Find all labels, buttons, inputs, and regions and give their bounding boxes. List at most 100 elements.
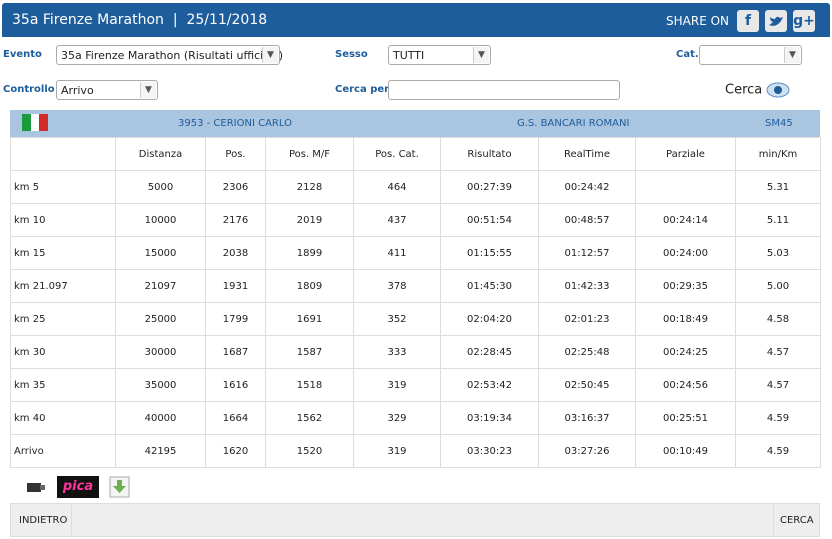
twitter-bird xyxy=(769,16,783,26)
split-cell: 1799 xyxy=(205,302,266,336)
split-cell: 1620 xyxy=(205,434,266,468)
split-cell: 40000 xyxy=(115,401,206,435)
split-cell: 03:19:34 xyxy=(440,401,539,435)
split-cell: 01:12:57 xyxy=(538,236,636,270)
split-cell: 1691 xyxy=(265,302,354,336)
cerca-button[interactable]: Cerca xyxy=(725,82,790,98)
split-cell: 1587 xyxy=(265,335,354,369)
splits-table: Distanza Pos. Pos. M/F Pos. Cat. Risultato Re… xyxy=(10,137,821,468)
split-cell: 1518 xyxy=(265,368,354,402)
twitter-icon[interactable] xyxy=(765,10,787,32)
split-cell: 1562 xyxy=(265,401,354,435)
split-cell: 30000 xyxy=(115,335,206,369)
event-date: 25/11/2018 xyxy=(186,12,268,28)
split-cell: 5.31 xyxy=(735,170,821,204)
split-cell: 4.57 xyxy=(735,335,821,369)
split-label: km 21.097 xyxy=(10,269,116,303)
split-cell: 02:01:23 xyxy=(538,302,636,336)
header-cell: Pos. Cat. xyxy=(353,137,441,171)
facebook-icon[interactable]: f xyxy=(737,10,759,32)
split-cell: 00:29:35 xyxy=(635,269,736,303)
header-cell: Pos. M/F xyxy=(265,137,354,171)
split-cell: 1520 xyxy=(265,434,354,468)
evento-label: Evento xyxy=(3,49,42,60)
split-cell: 1664 xyxy=(205,401,266,435)
cerca-per-input[interactable] xyxy=(388,80,620,100)
split-cell: 329 xyxy=(353,401,441,435)
download-icon[interactable] xyxy=(109,476,131,498)
split-label: km 10 xyxy=(10,203,116,237)
split-cell: 00:24:42 xyxy=(538,170,636,204)
cat-select[interactable]: ▼ xyxy=(699,45,802,65)
split-row: km 35 35000 1616 1518 319 02:53:42 02:50:45 00:… xyxy=(10,368,821,402)
split-cell: 15000 xyxy=(115,236,206,270)
split-label: km 25 xyxy=(10,302,116,336)
split-cell: 02:28:45 xyxy=(440,335,539,369)
share-label: SHARE ON xyxy=(666,14,730,28)
split-cell: 2038 xyxy=(205,236,266,270)
split-cell: 21097 xyxy=(115,269,206,303)
split-cell: 01:42:33 xyxy=(538,269,636,303)
sesso-select[interactable]: TUTTI ▼ xyxy=(388,45,491,65)
split-cell: 437 xyxy=(353,203,441,237)
split-label: km 5 xyxy=(10,170,116,204)
split-cell: 00:10:49 xyxy=(635,434,736,468)
controllo-select[interactable]: Arrivo ▼ xyxy=(56,80,158,100)
split-cell: 03:27:26 xyxy=(538,434,636,468)
pica-logo[interactable]: pica xyxy=(57,476,99,498)
split-cell: 02:53:42 xyxy=(440,368,539,402)
split-cell: 352 xyxy=(353,302,441,336)
table-body: km 5 5000 2306 2128 464 00:27:39 00:24:42 5.31 k… xyxy=(10,170,821,468)
split-cell: 2019 xyxy=(265,203,354,237)
split-cell: 01:45:30 xyxy=(440,269,539,303)
split-cell: 2128 xyxy=(265,170,354,204)
evento-value: 35a Firenze Marathon (Risultati ufficios… xyxy=(61,49,284,62)
camera-icon[interactable] xyxy=(25,478,47,496)
evento-select[interactable]: 35a Firenze Marathon (Risultati ufficios… xyxy=(56,45,284,65)
split-cell: 411 xyxy=(353,236,441,270)
split-cell: 4.59 xyxy=(735,434,821,468)
split-cell: 5.11 xyxy=(735,203,821,237)
split-cell: 00:25:51 xyxy=(635,401,736,435)
split-cell: 03:16:37 xyxy=(538,401,636,435)
cerca-text: Cerca xyxy=(725,82,763,98)
split-row: km 25 25000 1799 1691 352 02:04:20 02:01:23 00:… xyxy=(10,302,821,336)
split-cell: 4.57 xyxy=(735,368,821,402)
split-cell: 333 xyxy=(353,335,441,369)
split-row: Arrivo 42195 1620 1520 319 03:30:23 03:27:26 00… xyxy=(10,434,821,468)
split-cell: 5.03 xyxy=(735,236,821,270)
split-label: Arrivo xyxy=(10,434,116,468)
split-cell: 42195 xyxy=(115,434,206,468)
split-cell: 00:48:57 xyxy=(538,203,636,237)
split-cell: 02:04:20 xyxy=(440,302,539,336)
split-cell: 319 xyxy=(353,434,441,468)
cerca-per-label: Cerca per xyxy=(335,84,390,95)
split-row: km 30 30000 1687 1587 333 02:28:45 02:25:48 00:… xyxy=(10,335,821,369)
split-cell: 1931 xyxy=(205,269,266,303)
split-cell: 35000 xyxy=(115,368,206,402)
split-cell: 319 xyxy=(353,368,441,402)
header-cell: min/Km xyxy=(735,137,821,171)
athlete-bar: 3953 - CERIONI CARLO G.S. BANCARI ROMANI… xyxy=(10,110,820,137)
split-cell: 00:24:56 xyxy=(635,368,736,402)
split-cell: 4.58 xyxy=(735,302,821,336)
sesso-value: TUTTI xyxy=(393,49,425,62)
header-row: Distanza Pos. Pos. M/F Pos. Cat. Risultato Re… xyxy=(10,137,821,171)
header-bar: 35a Firenze Marathon | 25/11/2018 SHARE … xyxy=(2,3,830,37)
split-cell: 00:27:39 xyxy=(440,170,539,204)
split-cell: 00:24:00 xyxy=(635,236,736,270)
search-button[interactable]: CERCA xyxy=(773,504,819,536)
athlete-category: SM45 xyxy=(765,118,793,129)
split-cell: 1616 xyxy=(205,368,266,402)
split-cell: 00:51:54 xyxy=(440,203,539,237)
googleplus-icon[interactable]: g+ xyxy=(793,10,815,32)
split-cell: 00:18:49 xyxy=(635,302,736,336)
split-cell: 5000 xyxy=(115,170,206,204)
split-cell: 464 xyxy=(353,170,441,204)
split-cell: 2176 xyxy=(205,203,266,237)
controllo-value: Arrivo xyxy=(61,84,94,97)
footer-bar: INDIETRO CERCA xyxy=(10,503,820,537)
header-cell: Parziale xyxy=(635,137,736,171)
header-cell: Distanza xyxy=(115,137,206,171)
back-button[interactable]: INDIETRO xyxy=(11,504,72,536)
